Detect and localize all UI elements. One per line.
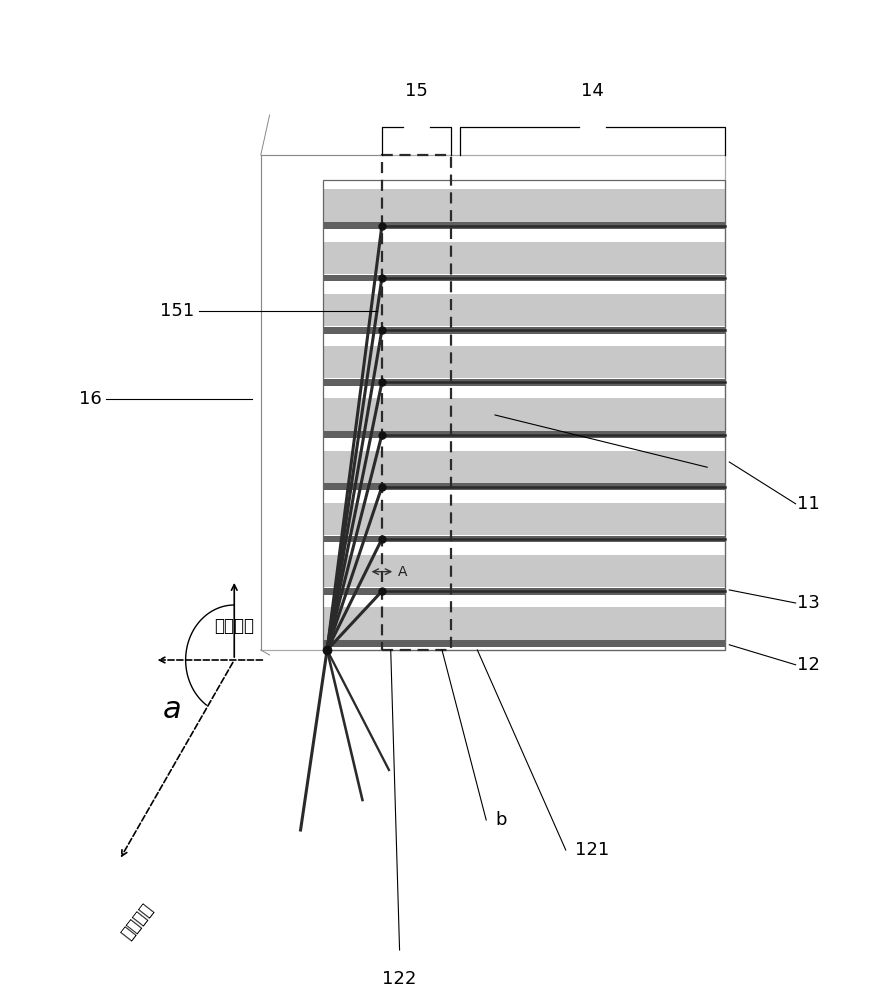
Bar [323,294,725,326]
Bar [323,189,725,222]
Bar [323,379,725,386]
Text: 122: 122 [383,970,416,988]
Bar [323,588,725,595]
Text: a: a [163,696,182,724]
Text: 第一方向: 第一方向 [214,617,255,635]
Bar [323,536,725,542]
Bar [323,555,725,587]
Bar [323,180,725,650]
Bar [323,483,725,490]
Bar [261,155,725,650]
Text: 15: 15 [405,82,428,100]
Text: 151: 151 [160,302,194,320]
Bar [323,346,725,378]
Bar [323,275,725,281]
Text: A: A [398,565,408,579]
Text: 16: 16 [79,390,102,408]
Text: 121: 121 [575,841,609,859]
Bar [323,327,725,334]
Bar [323,222,725,229]
Text: 第二方向: 第二方向 [118,900,156,943]
Bar [323,451,725,483]
Bar [323,640,725,647]
Text: 11: 11 [797,495,820,513]
Bar [323,607,725,640]
Bar [323,503,725,535]
Bar [382,155,451,650]
Bar [323,242,725,274]
Text: 14: 14 [581,82,604,100]
Text: 13: 13 [797,594,820,612]
Text: b: b [495,811,507,829]
Text: 12: 12 [797,656,820,674]
Bar [323,431,725,438]
Bar [323,398,725,431]
